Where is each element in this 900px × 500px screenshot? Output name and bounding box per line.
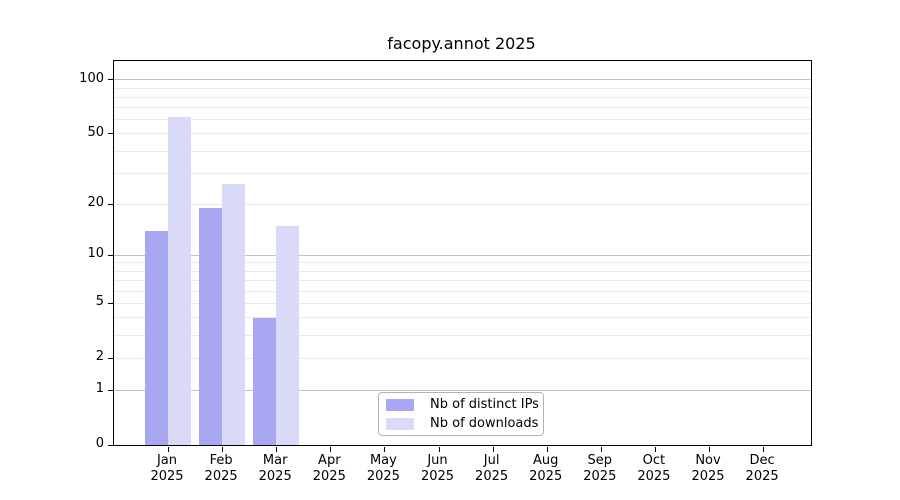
gridline-minor-5	[114, 302, 811, 304]
x-tick-mar	[276, 447, 278, 452]
legend: Nb of distinct IPs Nb of downloads	[378, 392, 544, 436]
legend-item-downloads: Nb of downloads	[386, 416, 539, 431]
x-label-may: May 2025	[366, 453, 400, 484]
y-label-10: 10	[87, 246, 104, 262]
y-label-5: 5	[95, 294, 104, 310]
gridline-minor-50	[114, 133, 811, 135]
bar-jan-downloads	[168, 117, 191, 445]
x-tick-jul	[492, 447, 494, 452]
y-tick-10	[108, 254, 113, 256]
y-label-100: 100	[79, 70, 104, 86]
x-label-oct: Oct 2025	[637, 453, 671, 484]
y-tick-20	[108, 203, 113, 205]
gridline-minor-9	[114, 262, 811, 264]
y-label-20: 20	[87, 195, 104, 211]
y-tick-0	[108, 444, 113, 446]
y-tick-2	[108, 357, 113, 359]
x-tick-aug	[546, 447, 548, 452]
y-tick-5	[108, 302, 113, 304]
legend-label-downloads: Nb of downloads	[430, 416, 539, 431]
bar-feb-downloads	[222, 184, 246, 445]
y-label-0: 0	[95, 436, 104, 451]
y-tick-1	[108, 389, 113, 391]
gridline-major-100	[114, 79, 811, 81]
bar-mar-distinct-ips	[253, 317, 277, 445]
x-label-nov: Nov 2025	[691, 453, 725, 484]
x-tick-jun	[438, 447, 440, 452]
gridline-minor-6	[114, 290, 811, 292]
gridline-minor-3	[114, 334, 811, 336]
chart-title: facopy.annot 2025	[387, 34, 536, 53]
bar-feb-distinct-ips	[199, 207, 223, 445]
x-tick-oct	[654, 447, 656, 452]
x-label-jan: Jan 2025	[150, 453, 184, 484]
x-tick-sep	[600, 447, 602, 452]
legend-label-distinct-ips: Nb of distinct IPs	[430, 397, 539, 412]
x-tick-may	[384, 447, 386, 452]
x-label-apr: Apr 2025	[312, 453, 346, 484]
gridline-minor-4	[114, 317, 811, 319]
gridline-major-10	[114, 254, 811, 256]
x-label-jun: Jun 2025	[420, 453, 455, 484]
gridline-minor-70	[114, 107, 811, 109]
bar-jan-distinct-ips	[145, 230, 168, 445]
y-tick-100	[108, 79, 113, 81]
gridline-minor-80	[114, 96, 811, 98]
gridline-minor-30	[114, 172, 811, 174]
x-tick-nov	[709, 447, 710, 452]
y-tick-50	[108, 133, 113, 135]
x-label-feb: Feb 2025	[204, 453, 238, 484]
gridline-minor-7	[114, 279, 811, 281]
legend-swatch-distinct-ips	[386, 398, 414, 411]
legend-item-distinct-ips: Nb of distinct IPs	[386, 397, 539, 412]
legend-swatch-downloads	[386, 417, 414, 430]
x-tick-jan	[168, 447, 169, 452]
x-label-jul: Jul 2025	[475, 453, 509, 484]
x-tick-dec	[763, 447, 765, 452]
x-tick-apr	[330, 447, 332, 452]
gridline-major-1	[114, 389, 811, 391]
gridline-minor-90	[114, 87, 811, 89]
y-label-2: 2	[95, 349, 104, 365]
gridline-minor-8	[114, 270, 811, 272]
x-tick-feb	[222, 447, 224, 452]
gridline-minor-20	[114, 203, 811, 205]
y-label-50: 50	[87, 124, 104, 140]
x-label-sep: Sep 2025	[583, 453, 617, 484]
gridline-minor-60	[114, 119, 811, 121]
bar-mar-downloads	[276, 225, 300, 445]
gridline-minor-40	[114, 150, 811, 152]
y-label-1: 1	[95, 381, 104, 397]
x-label-aug: Aug 2025	[529, 453, 563, 484]
x-label-mar: Mar 2025	[258, 453, 292, 484]
x-label-dec: Dec 2025	[745, 453, 779, 484]
plot-area	[108, 60, 812, 452]
gridline-minor-2	[114, 357, 811, 359]
